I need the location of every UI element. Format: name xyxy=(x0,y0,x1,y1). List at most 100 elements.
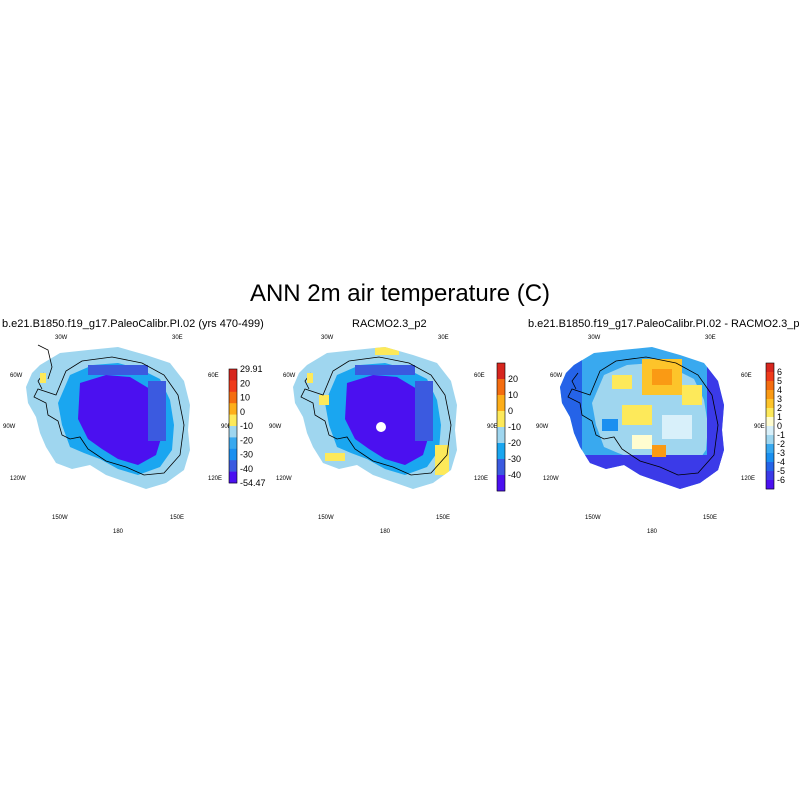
lon-label-60w: 60W xyxy=(10,373,23,379)
colorbar-swatch xyxy=(229,471,237,484)
colorbar-swatch xyxy=(766,390,774,400)
colorbar-label: -10 xyxy=(240,421,253,431)
colorbar-label: -30 xyxy=(240,450,253,460)
lon-label-120w: 120W xyxy=(276,476,292,482)
colorbar-label: 29.91 xyxy=(240,364,263,374)
lon-label-120e: 120E xyxy=(474,476,488,482)
colorbar-swatch xyxy=(497,459,505,476)
colorbar-label: 6 xyxy=(777,367,782,377)
lon-label-60w: 60W xyxy=(550,373,563,379)
colorbar-swatch xyxy=(229,448,237,461)
lon-label-120w: 120W xyxy=(543,476,559,482)
colorbar-frame xyxy=(228,368,238,484)
colorbar-swatch xyxy=(766,381,774,391)
colorbar-swatch xyxy=(229,437,237,450)
colorbar-label: 0 xyxy=(240,407,245,417)
colorbar-swatch xyxy=(497,475,505,492)
lon-label-90w: 90W xyxy=(3,424,16,430)
lon-label-30w: 30W xyxy=(588,335,601,341)
panel-3-title: b.e21.B1850.f19_g17.PaleoCalibr.PI.02 - … xyxy=(528,318,800,330)
colorbar-swatch xyxy=(229,460,237,472)
panel-2-title: RACMO2.3_p2 xyxy=(352,318,427,330)
panel-1-map xyxy=(26,344,190,489)
colorbar-label: -4 xyxy=(777,457,785,467)
lon-label-120e: 120E xyxy=(741,476,755,482)
colorbar-label: -54.47 xyxy=(240,478,266,488)
lon-label-120e: 120E xyxy=(208,476,222,482)
colorbar-swatch xyxy=(766,444,774,454)
colorbar-swatch xyxy=(766,408,774,418)
lon-label-150w: 150W xyxy=(52,515,68,521)
colorbar-swatch xyxy=(766,426,774,436)
colorbar-swatch xyxy=(497,411,505,428)
colorbar-swatch xyxy=(766,372,774,382)
panel-2-lon-labels: 30W 30E 60W 60E 90W 90E 120W 120E 150W 1… xyxy=(269,335,498,535)
colorbar-swatch xyxy=(497,395,505,412)
colorbar-label: 10 xyxy=(508,390,518,400)
lon-label-180: 180 xyxy=(647,529,658,535)
colorbar-label: 1 xyxy=(777,412,782,422)
colorbar-swatch xyxy=(766,363,774,373)
colorbar-swatch xyxy=(229,369,237,381)
colorbar-label: -20 xyxy=(240,435,253,445)
colorbar-frame xyxy=(496,362,506,492)
colorbar-label: 20 xyxy=(240,378,250,388)
lon-label-60w: 60W xyxy=(283,373,296,379)
colorbar-label: 10 xyxy=(240,393,250,403)
colorbar-label: 20 xyxy=(508,374,518,384)
colorbar-swatch xyxy=(766,453,774,463)
colorbar-swatch xyxy=(497,379,505,396)
lon-label-180: 180 xyxy=(113,529,124,535)
colorbar-label: 2 xyxy=(777,403,782,413)
colorbar-swatch xyxy=(229,380,237,393)
colorbar-swatch xyxy=(497,443,505,460)
lon-label-90e: 90E xyxy=(754,424,765,430)
lon-label-30w: 30W xyxy=(321,335,334,341)
colorbar-label: -40 xyxy=(508,470,521,480)
lon-label-30w: 30W xyxy=(55,335,68,341)
colorbar-swatch xyxy=(497,363,505,380)
colorbar-label: -40 xyxy=(240,464,253,474)
colorbar-swatch xyxy=(766,471,774,481)
lon-label-60e: 60E xyxy=(474,373,485,379)
colorbar-swatch xyxy=(766,399,774,409)
colorbar-swatch xyxy=(766,462,774,472)
colorbar-label: -1 xyxy=(777,430,785,440)
colorbar-label: -3 xyxy=(777,448,785,458)
panel-2-colorbar: 20 10 0 -10 -20 -30 -40 xyxy=(496,362,521,492)
colorbar-label: -20 xyxy=(508,438,521,448)
colorbar-label: 5 xyxy=(777,376,782,386)
colorbar-swatch xyxy=(766,417,774,427)
colorbar-swatch xyxy=(229,403,237,415)
lon-label-60e: 60E xyxy=(208,373,219,379)
lon-label-30e: 30E xyxy=(438,335,449,341)
colorbar-label: -6 xyxy=(777,475,785,485)
colorbar-label: 3 xyxy=(777,394,782,404)
colorbar-swatch xyxy=(229,414,237,427)
colorbar-label: -2 xyxy=(777,439,785,449)
colorbar-label: 0 xyxy=(508,406,513,416)
figure-title: ANN 2m air temperature (C) xyxy=(249,280,551,307)
lon-label-150e: 150E xyxy=(436,515,450,521)
lon-label-30e: 30E xyxy=(172,335,183,341)
lon-label-60e: 60E xyxy=(741,373,752,379)
lon-label-90e: 90E xyxy=(487,424,498,430)
panel-3-lon-labels: 30W 30E 60W 60E 90W 90E 120W 120E 150W 1… xyxy=(536,335,765,535)
panel-1-lon-labels: 30W 30E 60W 60E 90W 90E 120W 120E 150W 1… xyxy=(3,335,232,535)
lon-label-30e: 30E xyxy=(705,335,716,341)
lon-label-120w: 120W xyxy=(10,476,26,482)
lon-label-150e: 150E xyxy=(703,515,717,521)
panel-1-title: b.e21.B1850.f19_g17.PaleoCalibr.PI.02 (y… xyxy=(2,318,264,330)
colorbar-swatch xyxy=(497,427,505,444)
panel-1-colorbar: 29.91 20 10 0 -10 -20 -30 -40 -54.47 xyxy=(228,364,266,488)
lon-label-90w: 90W xyxy=(269,424,282,430)
colorbar-swatch xyxy=(229,391,237,404)
colorbar-label: -10 xyxy=(508,422,521,432)
colorbar-label: -5 xyxy=(777,466,785,476)
lon-label-90e: 90E xyxy=(221,424,232,430)
panel-3-map xyxy=(560,347,724,489)
lon-label-150w: 150W xyxy=(318,515,334,521)
colorbar-swatch xyxy=(766,435,774,445)
